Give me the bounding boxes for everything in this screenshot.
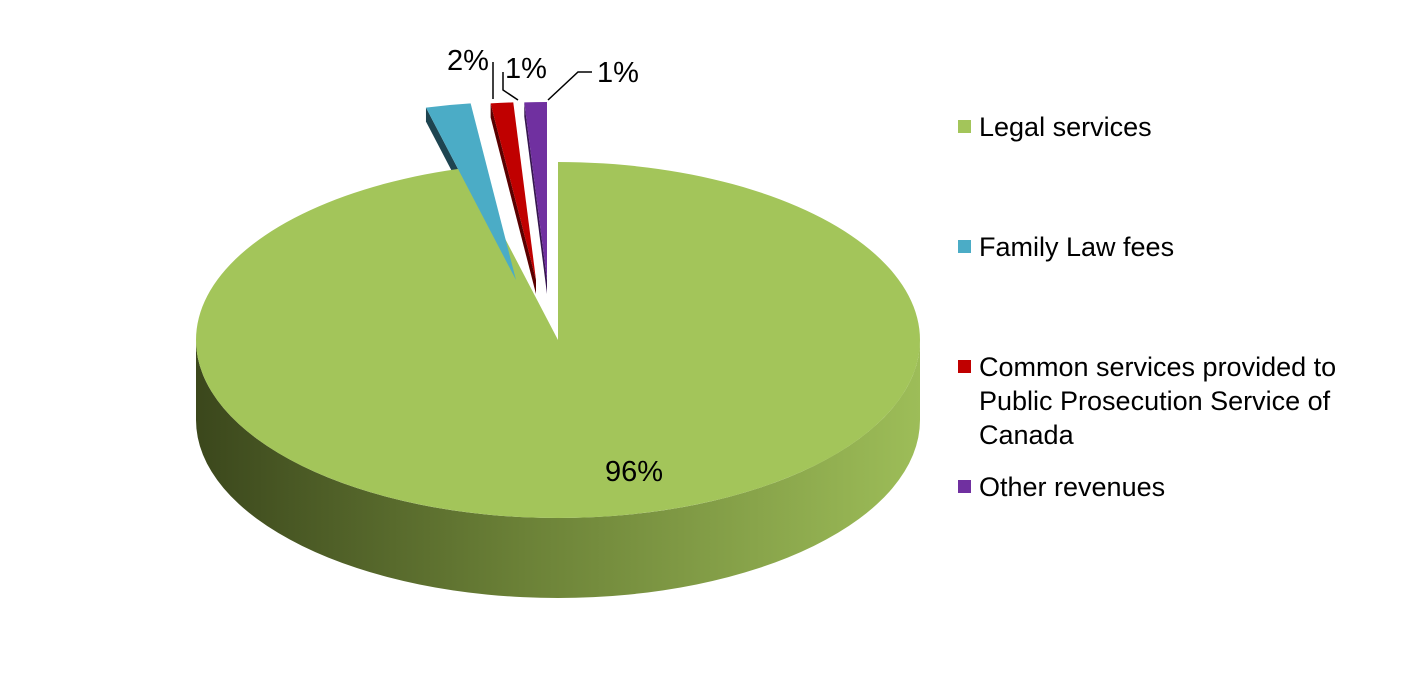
leader-lines xyxy=(492,62,592,101)
legend-label-other-revenues: Other revenues xyxy=(979,472,1166,502)
pie-slice-legal-services xyxy=(195,162,921,518)
leader-line-common-services-provided-to-public-prosecution-service-of-canada xyxy=(502,72,519,101)
legend-swatch-legal-services xyxy=(958,120,971,133)
pie-slice-tops xyxy=(195,102,921,518)
legend-item-legal-services: Legal services xyxy=(958,110,1398,144)
data-label-legal-services: 96% xyxy=(605,456,663,488)
data-label-family-law-fees: 2% xyxy=(447,45,489,77)
legend-label-legal-services: Legal services xyxy=(979,112,1152,142)
data-label-common-services-provided-to-public-prosecution-service-of-canada: 1% xyxy=(505,53,547,85)
legend-label-family-law-fees: Family Law fees xyxy=(979,232,1175,262)
pie-side-common-services-provided-to-public-prosecution-service-of-canada xyxy=(490,103,536,294)
legend-swatch-other-revenues xyxy=(958,480,971,493)
slice-labels: 96% 2% 1% 1% xyxy=(447,45,663,488)
data-label-other-revenues: 1% xyxy=(597,57,639,89)
pie-slice-other-revenues xyxy=(524,102,547,280)
legend-swatch-common-services xyxy=(958,360,971,373)
legend-item-family-law-fees: Family Law fees xyxy=(958,230,1398,264)
pie-side-legal-services xyxy=(196,340,920,598)
legend-item-common-services: Common services provided to Public Prose… xyxy=(958,350,1398,452)
legend-swatch-family-law-fees xyxy=(958,240,971,253)
leader-line-other-revenues xyxy=(547,71,592,101)
pie-slice-common-services-provided-to-public-prosecution-service-of-canada xyxy=(490,102,536,280)
legend-label-common-services: Common services provided to Public Prose… xyxy=(979,352,1337,450)
pie-slice-family-law-fees xyxy=(425,103,516,280)
pie-side-other-revenues xyxy=(524,102,547,294)
legend-item-other-revenues: Other revenues xyxy=(958,470,1398,504)
